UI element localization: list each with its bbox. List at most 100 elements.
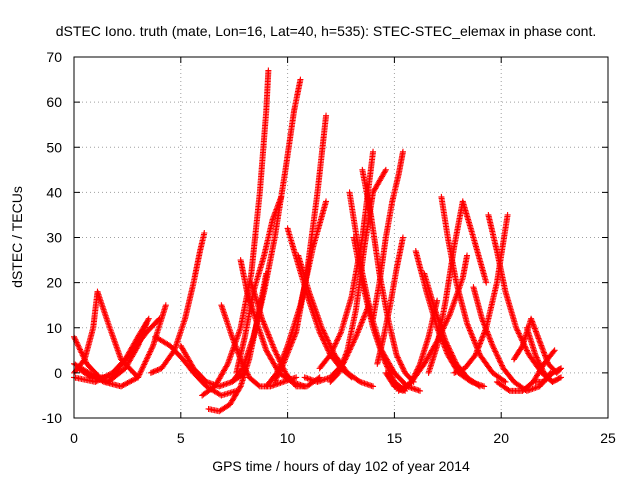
data-point bbox=[141, 360, 148, 367]
data-point bbox=[75, 343, 82, 350]
y-tick-label: 60 bbox=[46, 94, 62, 110]
data-point bbox=[123, 380, 130, 387]
data-point bbox=[265, 67, 272, 74]
series-6 bbox=[147, 229, 208, 376]
data-point bbox=[147, 369, 154, 376]
data-point bbox=[98, 375, 105, 382]
data-point bbox=[201, 229, 208, 236]
data-point bbox=[244, 371, 251, 378]
data-point bbox=[124, 379, 131, 386]
data-point bbox=[145, 315, 152, 322]
data-point bbox=[128, 377, 135, 384]
data-point bbox=[145, 351, 152, 358]
data-point bbox=[149, 344, 156, 351]
data-point bbox=[323, 198, 330, 205]
chart-title: dSTEC Iono. truth (mate, Lon=16, Lat=40,… bbox=[56, 23, 596, 39]
series-25 bbox=[359, 166, 417, 385]
data-point bbox=[137, 370, 144, 377]
x-tick-labels: 0 5 10 15 20 25 bbox=[70, 430, 616, 446]
data-point bbox=[127, 378, 134, 385]
data-point bbox=[78, 349, 85, 356]
data-point bbox=[147, 348, 154, 355]
data-point bbox=[94, 377, 101, 384]
x-tick-label: 20 bbox=[493, 430, 509, 446]
data-point bbox=[134, 373, 141, 380]
data-point bbox=[293, 374, 300, 381]
data-point bbox=[120, 382, 127, 389]
data-point bbox=[121, 381, 128, 388]
data-point bbox=[483, 279, 490, 286]
data-point bbox=[141, 361, 148, 368]
data-point bbox=[77, 346, 84, 353]
y-tick-label: 20 bbox=[46, 275, 62, 291]
data-point bbox=[125, 379, 132, 386]
data-point bbox=[255, 382, 262, 389]
data-point bbox=[242, 367, 249, 374]
data-point bbox=[79, 350, 86, 357]
data-point bbox=[73, 339, 80, 346]
data-point bbox=[71, 335, 78, 342]
data-point bbox=[151, 368, 158, 375]
data-point bbox=[153, 367, 160, 374]
data-point bbox=[162, 302, 169, 309]
data-point bbox=[119, 382, 126, 389]
series-5 bbox=[71, 315, 163, 385]
data-point bbox=[106, 371, 113, 378]
y-tick-label: -10 bbox=[42, 410, 62, 426]
y-tick-label: 0 bbox=[54, 365, 62, 381]
data-point bbox=[80, 357, 87, 364]
y-tick-label: 10 bbox=[46, 320, 62, 336]
data-point bbox=[75, 342, 82, 349]
data-point bbox=[105, 371, 112, 378]
data-point bbox=[236, 384, 243, 391]
data-point bbox=[144, 317, 151, 324]
data-point bbox=[137, 368, 144, 375]
data-point bbox=[464, 252, 471, 259]
data-point bbox=[117, 383, 124, 390]
x-tick-label: 25 bbox=[600, 430, 616, 446]
data-point bbox=[97, 376, 104, 383]
x-tick-label: 10 bbox=[280, 430, 296, 446]
data-point bbox=[243, 368, 250, 375]
data-point bbox=[143, 320, 150, 327]
data-point bbox=[244, 370, 251, 377]
data-point bbox=[149, 369, 156, 376]
y-tick-label: 70 bbox=[46, 49, 62, 65]
series-27 bbox=[374, 234, 406, 367]
data-point bbox=[150, 368, 157, 375]
data-point bbox=[224, 362, 231, 369]
data-point bbox=[142, 358, 149, 365]
data-point bbox=[139, 365, 146, 372]
data-point bbox=[146, 349, 153, 356]
data-point bbox=[148, 345, 155, 352]
data-point bbox=[155, 366, 162, 373]
data-point bbox=[144, 354, 151, 361]
data-point bbox=[143, 357, 150, 364]
y-tick-labels: -10 0 10 20 30 40 50 60 70 bbox=[42, 49, 62, 426]
data-point bbox=[100, 374, 107, 381]
data-point bbox=[147, 347, 154, 354]
data-point bbox=[131, 376, 138, 383]
data-point bbox=[155, 316, 162, 323]
x-tick-label: 5 bbox=[177, 430, 185, 446]
data-point bbox=[297, 76, 304, 83]
data-point bbox=[104, 372, 111, 379]
data-point bbox=[278, 193, 285, 200]
data-point bbox=[370, 383, 377, 390]
data-point bbox=[145, 352, 152, 359]
data-point bbox=[96, 376, 103, 383]
x-tick-label: 0 bbox=[70, 430, 78, 446]
y-tick-label: 40 bbox=[46, 184, 62, 200]
data-point bbox=[101, 374, 108, 381]
y-tick-label: 30 bbox=[46, 230, 62, 246]
data-point bbox=[140, 362, 147, 369]
data-point bbox=[139, 364, 146, 371]
y-axis-label: dSTEC / TECUs bbox=[9, 186, 25, 288]
data-markers bbox=[71, 67, 565, 415]
data-point bbox=[76, 345, 83, 352]
data-point bbox=[135, 374, 142, 381]
data-point bbox=[399, 148, 406, 155]
data-point bbox=[156, 315, 163, 322]
y-tick-label: 50 bbox=[46, 139, 62, 155]
data-point bbox=[399, 234, 406, 241]
